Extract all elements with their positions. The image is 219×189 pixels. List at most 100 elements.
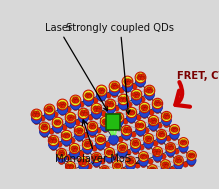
Point — [103, 167, 107, 170]
Point — [145, 135, 149, 138]
Point — [179, 140, 182, 143]
Point — [141, 156, 144, 159]
Point — [181, 143, 184, 146]
Point — [129, 115, 133, 118]
Point — [79, 129, 83, 132]
Point — [108, 149, 112, 152]
Point — [133, 141, 137, 144]
Point — [142, 157, 145, 160]
Point — [188, 152, 192, 155]
Point — [167, 146, 170, 149]
Point — [53, 112, 57, 115]
Point — [77, 176, 81, 179]
Point — [71, 138, 74, 141]
Point — [149, 119, 152, 122]
Point — [151, 121, 154, 124]
Point — [138, 126, 141, 129]
Point — [122, 99, 125, 102]
Point — [83, 142, 87, 145]
Point — [183, 140, 187, 143]
Point — [85, 95, 88, 98]
Point — [115, 84, 118, 87]
Point — [64, 138, 67, 141]
Point — [98, 88, 102, 91]
Point — [137, 122, 140, 125]
Point — [108, 110, 111, 113]
Point — [174, 129, 177, 132]
Point — [68, 169, 71, 172]
Point — [72, 151, 76, 154]
Point — [74, 145, 77, 148]
Point — [126, 129, 129, 132]
Point — [139, 75, 142, 78]
Point — [89, 94, 92, 97]
Point — [135, 141, 139, 144]
FancyBboxPatch shape — [106, 114, 120, 130]
Point — [129, 111, 133, 114]
Point — [77, 129, 81, 132]
Point — [96, 108, 99, 111]
Point — [180, 139, 183, 142]
Point — [62, 125, 65, 128]
Point — [63, 132, 66, 135]
Point — [158, 133, 162, 136]
Point — [122, 168, 125, 171]
Point — [52, 140, 55, 143]
Point — [103, 127, 107, 130]
Point — [116, 115, 120, 118]
Point — [117, 162, 120, 165]
Text: FRET, CT: FRET, CT — [177, 71, 219, 81]
Point — [182, 139, 185, 142]
Point — [105, 150, 108, 153]
Point — [164, 114, 168, 117]
Point — [76, 182, 80, 185]
Point — [91, 126, 95, 129]
Point — [107, 150, 111, 153]
Point — [108, 107, 111, 110]
Point — [147, 91, 151, 94]
Point — [100, 136, 103, 139]
Point — [85, 147, 89, 150]
Point — [74, 97, 78, 100]
Point — [142, 162, 145, 165]
Point — [155, 152, 158, 155]
Point — [47, 110, 50, 113]
Point — [149, 111, 152, 114]
Point — [128, 112, 132, 115]
Point — [148, 87, 152, 90]
Point — [132, 84, 136, 87]
Point — [120, 96, 123, 99]
Point — [106, 94, 109, 97]
Point — [156, 148, 159, 151]
Point — [139, 122, 142, 125]
Point — [131, 159, 134, 162]
Point — [111, 86, 115, 89]
Point — [139, 172, 143, 175]
Point — [81, 167, 84, 170]
Point — [155, 104, 159, 107]
Point — [142, 106, 146, 109]
Point — [136, 124, 139, 127]
Point — [70, 164, 73, 167]
Point — [155, 150, 158, 153]
Point — [75, 176, 79, 179]
Point — [75, 179, 79, 182]
Point — [96, 155, 100, 158]
Point — [96, 177, 99, 180]
Point — [33, 111, 36, 114]
Point — [163, 170, 167, 174]
Point — [62, 151, 65, 154]
Point — [177, 157, 181, 160]
Point — [50, 140, 53, 143]
Point — [116, 117, 120, 120]
Point — [35, 111, 39, 114]
Point — [162, 162, 166, 165]
Point — [173, 127, 176, 130]
Point — [127, 111, 131, 114]
Point — [123, 97, 127, 100]
Point — [163, 167, 167, 170]
Point — [165, 163, 169, 166]
Point — [107, 153, 111, 156]
Point — [112, 183, 115, 186]
Point — [86, 101, 90, 104]
